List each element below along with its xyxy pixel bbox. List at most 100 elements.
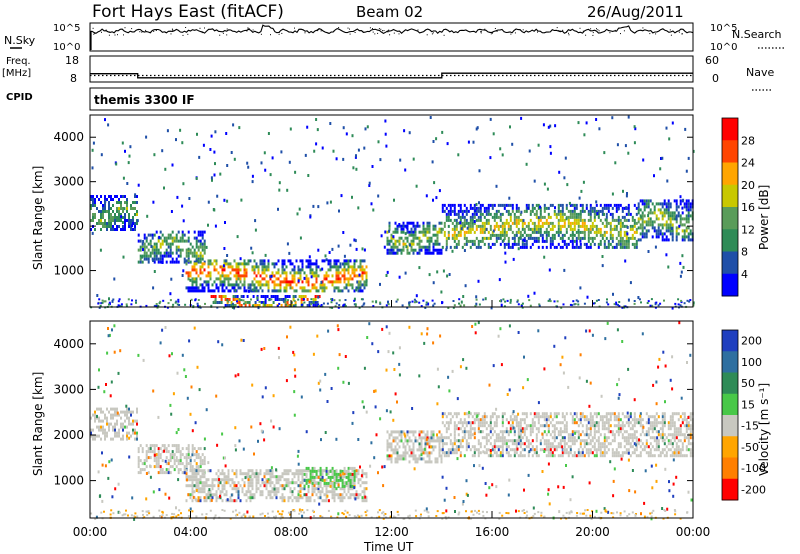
range-time-cell <box>513 433 516 437</box>
range-time-cell <box>412 224 415 228</box>
range-time-cell <box>316 128 319 132</box>
range-time-cell <box>531 427 534 431</box>
range-time-cell <box>548 298 551 302</box>
range-time-cell <box>681 211 684 215</box>
range-time-cell <box>479 239 482 243</box>
range-time-cell <box>537 421 540 425</box>
range-time-cell <box>687 235 690 239</box>
range-time-cell <box>557 218 560 222</box>
range-time-cell <box>461 212 464 216</box>
range-time-cell <box>561 430 564 434</box>
range-time-cell <box>353 289 356 293</box>
range-time-cell <box>446 142 449 146</box>
range-time-cell <box>507 421 510 425</box>
range-time-cell <box>420 448 423 452</box>
range-time-cell <box>315 118 318 121</box>
range-time-cell <box>307 259 310 263</box>
range-time-cell <box>165 236 168 240</box>
range-time-cell <box>354 155 357 159</box>
range-time-cell <box>205 493 208 497</box>
range-time-cell <box>388 248 391 252</box>
range-time-cell <box>104 204 106 207</box>
range-time-cell <box>551 224 554 228</box>
range-time-cell <box>665 238 668 242</box>
range-time-cell <box>457 412 460 416</box>
range-time-cell <box>229 277 232 281</box>
range-time-cell <box>149 242 152 246</box>
range-time-cell <box>193 268 196 272</box>
range-time-cell <box>641 199 644 203</box>
range-time-cell <box>593 436 596 440</box>
range-time-cell <box>523 239 526 243</box>
range-time-cell <box>207 262 210 266</box>
range-time-cell <box>559 203 562 207</box>
range-time-cell <box>546 187 549 191</box>
range-time-cell <box>139 254 142 258</box>
range-time-cell <box>402 227 405 231</box>
range-time-cell <box>269 478 272 482</box>
range-time-cell <box>613 412 616 416</box>
range-time-cell <box>669 211 672 215</box>
range-time-cell <box>265 478 268 482</box>
range-time-cell <box>557 221 560 225</box>
range-time-cell <box>547 125 550 129</box>
range-time-cell <box>535 224 538 228</box>
range-time-cell <box>436 248 439 252</box>
nsearch-point <box>592 34 594 36</box>
range-time-cell <box>473 203 476 207</box>
range-time-cell <box>185 259 188 263</box>
range-time-cell <box>236 300 238 303</box>
range-time-cell <box>677 211 680 215</box>
range-time-cell <box>187 251 190 255</box>
range-time-cell <box>327 472 330 476</box>
range-time-cell <box>197 496 200 500</box>
range-time-cell <box>667 226 670 230</box>
range-time-cell <box>418 301 421 304</box>
range-time-cell <box>517 221 520 225</box>
range-time-cell <box>493 203 496 207</box>
range-time-cell <box>363 271 366 275</box>
range-time-cell <box>503 442 506 446</box>
range-time-cell <box>120 215 123 219</box>
nsearch-point <box>185 27 187 28</box>
range-time-cell <box>126 407 128 411</box>
range-time-cell <box>295 289 298 293</box>
range-time-cell <box>355 274 358 278</box>
range-time-cell <box>519 451 522 455</box>
range-time-cell <box>406 230 409 234</box>
range-time-cell <box>297 279 300 283</box>
range-time-cell <box>595 451 598 455</box>
range-time-cell <box>607 442 610 446</box>
range-time-cell <box>128 419 130 423</box>
range-time-cell <box>347 469 350 473</box>
range-time-cell <box>193 490 196 494</box>
range-time-cell <box>643 214 646 218</box>
range-time-cell <box>563 445 566 449</box>
range-time-cell <box>104 222 106 225</box>
range-time-cell <box>209 148 212 151</box>
range-time-cell <box>285 277 288 281</box>
range-time-cell <box>507 224 510 228</box>
range-time-cell <box>589 224 592 228</box>
range-time-cell <box>120 201 122 204</box>
range-time-cell <box>563 442 566 446</box>
range-time-cell <box>579 236 582 240</box>
range-time-cell <box>189 242 192 246</box>
range-time-cell <box>561 236 564 240</box>
range-time-cell <box>517 206 520 210</box>
range-time-cell <box>503 305 506 308</box>
range-time-cell <box>465 424 468 428</box>
range-time-cell <box>175 245 178 249</box>
range-time-cell <box>603 224 606 228</box>
range-time-cell <box>665 223 668 227</box>
range-time-cell <box>306 298 309 301</box>
range-time-cell <box>535 436 538 440</box>
range-time-cell <box>201 271 204 275</box>
range-time-cell <box>197 254 200 258</box>
range-time-cell <box>505 445 508 449</box>
range-time-cell <box>353 238 356 242</box>
range-time-cell <box>428 236 431 240</box>
range-time-cell <box>457 239 460 243</box>
range-time-cell <box>525 162 528 166</box>
range-time-cell <box>386 230 389 234</box>
